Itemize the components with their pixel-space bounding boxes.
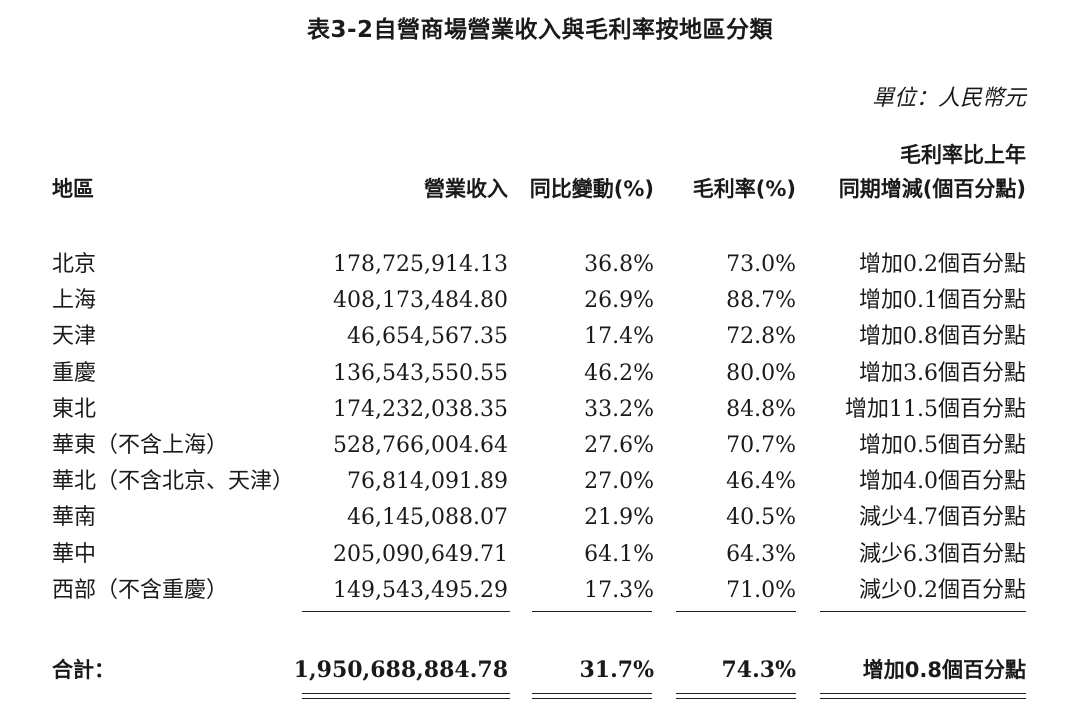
subtotal-rule-revenue (302, 611, 510, 612)
header-region: 地區 (52, 177, 94, 201)
gm-change-cell: 減少6.3個百分點 (859, 541, 1026, 567)
table-row: 華北（不含北京、天津） 76,814,091.89 27.0% 46.4% 增加… (0, 464, 1080, 500)
header-gm-change-line1: 毛利率比上年 (900, 143, 1026, 167)
region-cell: 上海 (52, 288, 97, 314)
revenue-cell: 528,766,004.64 (333, 432, 508, 458)
subtotal-rule-gross-margin (676, 611, 796, 612)
gross-margin-cell: 70.7% (726, 432, 796, 458)
region-cell: 華中 (52, 541, 97, 567)
subtotal-rule-yoy (532, 611, 652, 612)
total-double-rule-gm-change (820, 693, 1026, 699)
yoy-cell: 17.4% (584, 324, 654, 350)
gm-change-cell: 增加11.5個百分點 (845, 396, 1026, 422)
revenue-cell: 136,543,550.55 (333, 360, 508, 386)
gm-change-cell: 增加0.1個百分點 (859, 288, 1026, 314)
gross-margin-cell: 40.5% (726, 505, 796, 531)
header-yoy-change: 同比變動(%) (529, 177, 654, 201)
gross-margin-cell: 88.7% (726, 288, 796, 314)
revenue-cell: 408,173,484.80 (333, 288, 508, 314)
gross-margin-cell: 73.0% (726, 252, 796, 277)
table-row: 天津 46,654,567.35 17.4% 72.8% 增加0.8個百分點 (0, 319, 1080, 355)
subtotal-rule-gm-change (820, 611, 1026, 612)
revenue-cell: 178,725,914.13 (333, 252, 508, 277)
gm-change-cell: 減少4.7個百分點 (859, 505, 1026, 531)
revenue-cell: 205,090,649.71 (333, 541, 508, 567)
gm-change-cell: 增加0.8個百分點 (859, 324, 1026, 350)
total-double-rule-revenue (302, 693, 510, 699)
unit-label: 單位：人民幣元 (871, 86, 1026, 111)
table-row: 重慶 136,543,550.55 46.2% 80.0% 增加3.6個百分點 (0, 356, 1080, 392)
gross-margin-cell: 71.0% (726, 577, 796, 603)
total-yoy: 31.7% (579, 657, 655, 683)
yoy-cell: 64.1% (584, 541, 654, 567)
region-cell: 天津 (52, 324, 97, 350)
total-double-rule-gross-margin (676, 693, 796, 699)
region-cell: 華南 (52, 505, 97, 531)
region-cell: 重慶 (52, 360, 97, 386)
table-row: 北京 178,725,914.13 36.8% 73.0% 增加0.2個百分點 (0, 247, 1080, 283)
header-gross-margin: 毛利率(%) (692, 177, 796, 201)
gm-change-cell: 增加3.6個百分點 (859, 360, 1026, 386)
total-revenue: 1,950,688,884.78 (293, 657, 508, 683)
region-cell: 華北（不含北京、天津） (52, 469, 295, 495)
table-row: 西部（不含重慶） 149,543,495.29 17.3% 71.0% 減少0.… (0, 573, 1080, 609)
revenue-cell: 46,145,088.07 (347, 505, 508, 531)
table-title: 表3-2自營商場營業收入與毛利率按地區分類 (306, 17, 774, 43)
yoy-cell: 27.6% (584, 432, 654, 458)
gross-margin-cell: 72.8% (726, 324, 796, 350)
total-label: 合計： (52, 658, 115, 682)
table-row: 東北 174,232,038.35 33.2% 84.8% 增加11.5個百分點 (0, 392, 1080, 428)
gross-margin-cell: 84.8% (726, 396, 796, 422)
total-gm-change: 增加0.8個百分點 (862, 658, 1026, 682)
table-row: 華南 46,145,088.07 21.9% 40.5% 減少4.7個百分點 (0, 500, 1080, 536)
gross-margin-cell: 46.4% (726, 469, 796, 495)
revenue-cell: 46,654,567.35 (347, 324, 508, 350)
yoy-cell: 46.2% (584, 360, 654, 386)
region-cell: 東北 (52, 396, 97, 422)
gross-margin-cell: 64.3% (726, 541, 796, 567)
gm-change-cell: 增加0.5個百分點 (859, 432, 1026, 458)
header-gross-margin-change: 毛利率比上年 同期增減(個百分點) (839, 138, 1026, 206)
yoy-cell: 17.3% (584, 577, 654, 603)
yoy-cell: 33.2% (584, 396, 654, 422)
yoy-cell: 36.8% (584, 252, 654, 277)
header-gm-change-line2: 同期增減(個百分點) (838, 177, 1026, 201)
total-row: 合計： 1,950,688,884.78 31.7% 74.3% 增加0.8個百… (0, 652, 1080, 688)
gm-change-cell: 減少0.2個百分點 (859, 577, 1026, 603)
table-row: 上海 408,173,484.80 26.9% 88.7% 增加0.1個百分點 (0, 283, 1080, 319)
region-cell: 西部（不含重慶） (52, 577, 229, 603)
region-cell: 華東（不含上海） (52, 432, 229, 458)
region-cell: 北京 (52, 252, 97, 277)
yoy-cell: 26.9% (584, 288, 654, 314)
revenue-cell: 149,543,495.29 (333, 577, 508, 603)
total-gross-margin: 74.3% (721, 657, 797, 683)
yoy-cell: 21.9% (584, 505, 654, 531)
table-row: 華東（不含上海） 528,766,004.64 27.6% 70.7% 增加0.… (0, 428, 1080, 464)
yoy-cell: 27.0% (584, 469, 654, 495)
revenue-cell: 174,232,038.35 (333, 396, 508, 422)
table-row: 華中 205,090,649.71 64.1% 64.3% 減少6.3個百分點 (0, 537, 1080, 573)
gm-change-cell: 增加4.0個百分點 (859, 469, 1026, 495)
table-body: 北京 178,725,914.13 36.8% 73.0% 增加0.2個百分點 … (0, 247, 1080, 609)
revenue-cell: 76,814,091.89 (347, 469, 508, 495)
total-double-rule-yoy (532, 693, 652, 699)
gross-margin-cell: 80.0% (726, 360, 796, 386)
gm-change-cell: 增加0.2個百分點 (859, 252, 1026, 277)
header-revenue: 營業收入 (424, 177, 508, 201)
